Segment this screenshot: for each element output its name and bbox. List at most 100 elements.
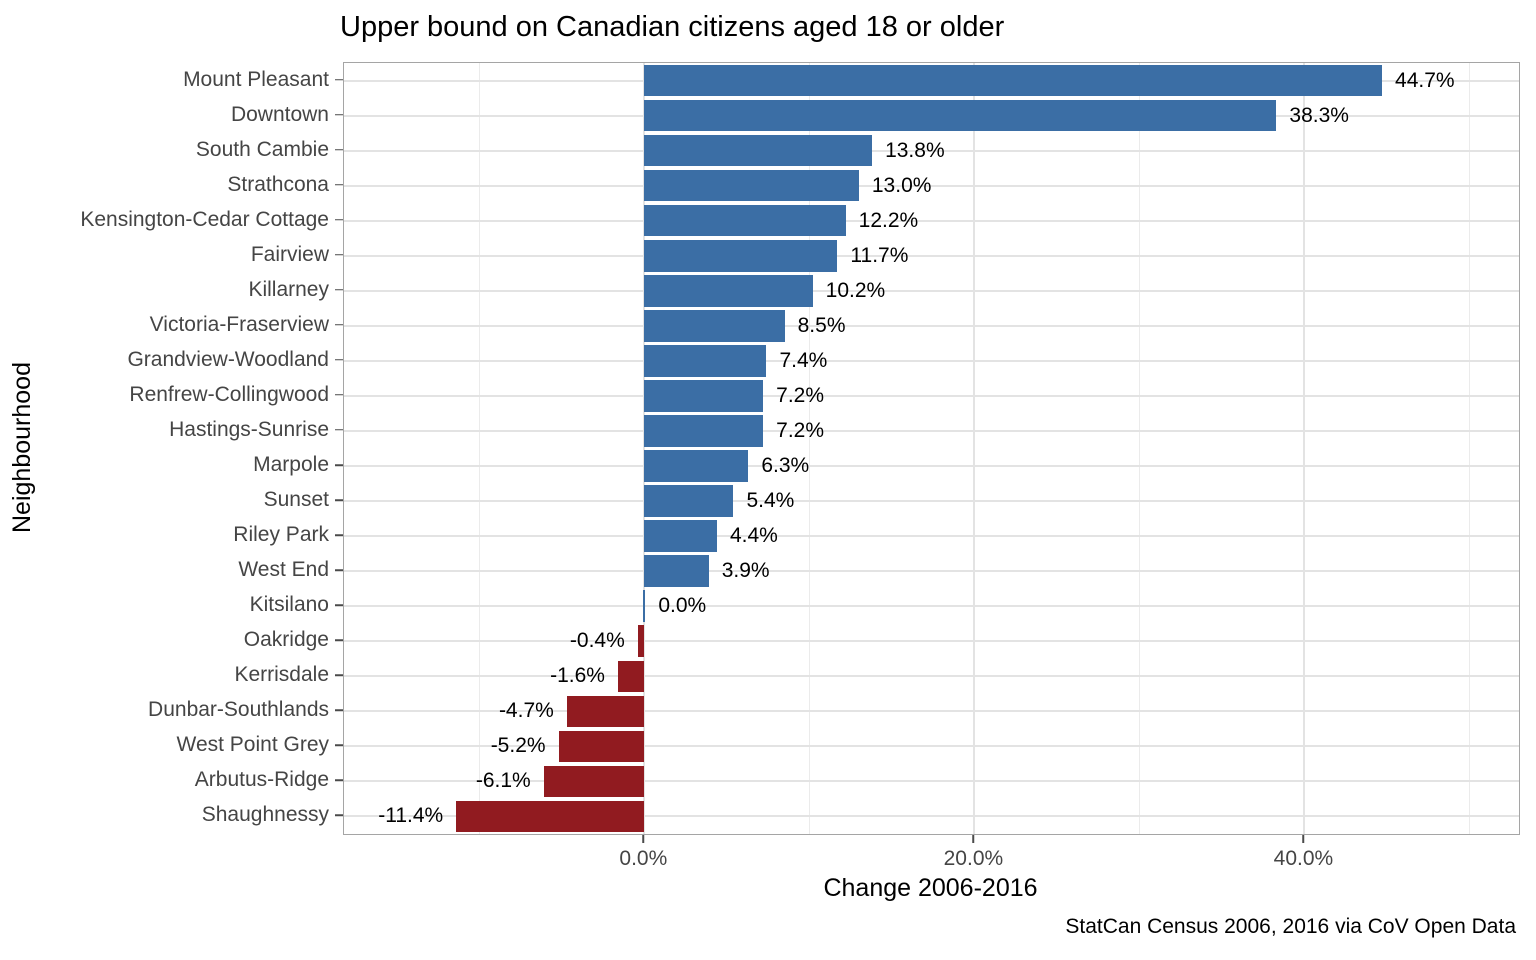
bar-value-label: -4.7% (498, 699, 554, 723)
bar-south-cambie (644, 134, 873, 167)
bar-oakridge (637, 625, 645, 657)
chart-caption: StatCan Census 2006, 2016 via CoV Open D… (1065, 915, 1516, 938)
bar-west-point-grey (558, 730, 645, 763)
x-axis-tick-label: 40.0% (1273, 847, 1334, 870)
bar-value-label: -1.6% (550, 664, 605, 688)
bar-value-label: 6.3% (761, 454, 810, 478)
y-axis-label-killarney: Killarney (248, 277, 329, 301)
bar-value-label: -5.2% (490, 734, 546, 758)
bar-marpole (644, 450, 749, 482)
y-axis-label-downtown: Downtown (230, 102, 329, 126)
y-axis-label-shaughnessy: Shaughnessy (201, 803, 329, 827)
bar-fairview (644, 239, 838, 272)
y-axis-label-sunset: Sunset (263, 488, 329, 512)
gridline-row-horizontal (344, 359, 1519, 362)
y-axis-tick (335, 218, 343, 221)
y-axis-tick (335, 499, 343, 501)
y-axis-tick (335, 324, 343, 326)
bar-shaughnessy (456, 800, 645, 833)
gridline-minor-vertical (1138, 63, 1140, 834)
y-axis-tick (335, 604, 343, 606)
y-axis-label-dunbar-southlands: Dunbar-Southlands (148, 698, 329, 722)
gridline-row-horizontal (344, 324, 1519, 327)
y-axis-label-marpole: Marpole (253, 453, 329, 477)
y-axis-tick (335, 744, 343, 747)
y-axis-tick (335, 113, 343, 116)
y-axis-label-west-end: West End (238, 558, 329, 582)
y-axis-tick (335, 464, 343, 466)
gridline-minor-vertical (1468, 63, 1470, 834)
y-axis-label-oakridge: Oakridge (243, 628, 329, 652)
bar-kerrisdale (617, 660, 645, 693)
y-axis-tick (335, 78, 343, 81)
chart-title: Upper bound on Canadian citizens aged 18… (340, 11, 1005, 43)
bar-kensington-cedar-cottage (644, 204, 846, 237)
bar-value-label: 8.5% (797, 313, 846, 337)
y-axis-label-renfrew-collingwood: Renfrew-Collingwood (129, 382, 329, 406)
bar-renfrew-collingwood (644, 380, 764, 412)
y-axis-tick (335, 639, 343, 641)
gridline-major-vertical (1303, 63, 1306, 834)
gridline-row-horizontal (344, 605, 1519, 608)
y-axis-tick (335, 429, 343, 431)
y-axis-tick (335, 183, 343, 186)
y-axis-tick (335, 569, 343, 571)
gridline-row-horizontal (344, 675, 1519, 678)
bar-victoria-fraserview (644, 310, 785, 342)
gridline-major-vertical (973, 63, 976, 834)
gridline-row-horizontal (344, 394, 1519, 397)
y-axis-label-fairview: Fairview (250, 242, 329, 266)
bar-value-label: -0.4% (569, 629, 625, 653)
gridline-row-horizontal (344, 184, 1519, 187)
y-axis-tick (335, 148, 343, 151)
bar-value-label: 13.8% (885, 138, 945, 162)
gridline-row-horizontal (344, 640, 1519, 643)
y-axis-label-victoria-fraserview: Victoria-Fraserview (149, 312, 329, 336)
y-axis-label-hastings-sunrise: Hastings-Sunrise (169, 417, 329, 441)
y-axis-label-arbutus-ridge: Arbutus-Ridge (194, 768, 329, 792)
x-axis-title: Change 2006-2016 (823, 874, 1038, 902)
bar-value-label: 5.4% (746, 489, 795, 513)
bar-value-label: 7.4% (779, 348, 828, 372)
gridline-row-horizontal (344, 780, 1519, 783)
bar-value-label: 7.2% (776, 383, 825, 407)
y-axis-label-kitsilano: Kitsilano (249, 593, 329, 617)
y-axis-tick (335, 359, 343, 361)
gridline-row-horizontal (344, 745, 1519, 748)
y-axis-label-grandview-woodland: Grandview-Woodland (127, 347, 329, 371)
gridline-minor-vertical (808, 63, 810, 834)
bar-downtown (644, 99, 1277, 132)
x-axis-tick-label: 20.0% (943, 847, 1004, 870)
x-axis-tick (642, 834, 645, 843)
gridline-row-horizontal (344, 289, 1519, 292)
bar-hastings-sunrise (644, 415, 764, 447)
gridline-row-horizontal (344, 254, 1519, 257)
gridline-row-horizontal (344, 570, 1519, 573)
y-axis-tick (335, 779, 343, 782)
y-axis-label-kerrisdale: Kerrisdale (234, 663, 329, 687)
y-axis-tick (335, 254, 343, 256)
bar-strathcona (644, 169, 859, 202)
y-axis-label-strathcona: Strathcona (227, 172, 329, 196)
gridline-major-vertical (643, 63, 646, 834)
gridline-row-horizontal (344, 149, 1519, 152)
bar-value-label: 38.3% (1289, 103, 1349, 127)
y-axis-label-south-cambie: South Cambie (195, 137, 329, 161)
bar-value-label: 3.9% (721, 559, 770, 583)
plot-panel: 44.7% 38.3% 13.8% 13.0% 12.2% 11.7% 10.2% 8.5% 7… (343, 62, 1520, 835)
y-axis-tick (335, 709, 343, 712)
bar-value-label: 12.2% (858, 208, 919, 232)
x-axis-tick (972, 834, 975, 843)
bar-value-label: -6.1% (475, 769, 531, 793)
gridline-row-horizontal (344, 429, 1519, 432)
gridline-row-horizontal (344, 535, 1519, 538)
bar-grandview-woodland (644, 345, 767, 377)
y-axis-title: Neighbourhood (8, 362, 36, 533)
bar-value-label: 10.2% (825, 278, 886, 302)
bar-sunset (644, 485, 734, 517)
y-axis-tick (335, 394, 343, 396)
bar-value-label: 7.2% (776, 418, 825, 442)
bar-value-label: 11.7% (850, 243, 909, 267)
bar-mount-pleasant (644, 64, 1383, 97)
gridline-row-horizontal (344, 710, 1519, 713)
